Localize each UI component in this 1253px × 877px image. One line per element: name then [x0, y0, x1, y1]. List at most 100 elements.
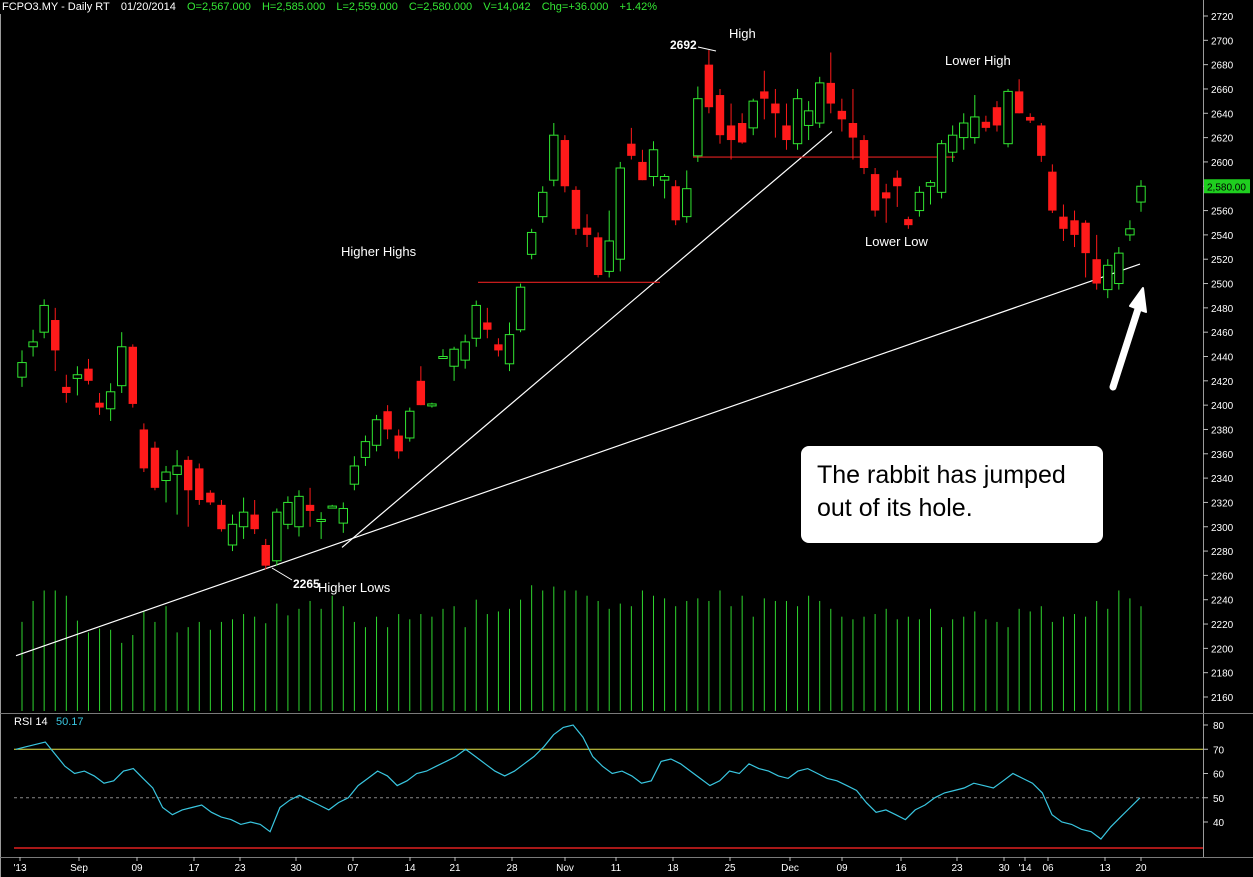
candle-body: [272, 511, 282, 562]
annotation-lower-high: Lower High: [945, 53, 1011, 68]
candle-body: [95, 402, 104, 408]
candle-body: [494, 344, 503, 351]
candle-body: [715, 95, 725, 136]
price-tick-label: 2340: [1211, 474, 1234, 485]
date-tick-label: 30: [290, 863, 302, 874]
candle-body: [39, 304, 49, 333]
candle-body: [294, 495, 304, 528]
candle-body: [405, 410, 415, 439]
date-tick-label: 07: [347, 863, 359, 874]
date-tick-label: 30: [998, 863, 1010, 874]
candle-body: [815, 82, 825, 124]
price-tick-label: 2520: [1211, 255, 1234, 266]
price-tick-label: 2200: [1211, 644, 1234, 655]
rsi-label: RSI 14: [14, 716, 48, 728]
date-tick-label: 21: [449, 863, 461, 874]
price-tick-label: 2300: [1211, 523, 1234, 534]
price-tick-label: 2500: [1211, 280, 1234, 291]
candle-body: [128, 346, 137, 404]
price-tick-label: 2460: [1211, 328, 1234, 339]
date-tick-label: 23: [234, 863, 246, 874]
candle-body: [659, 176, 670, 181]
date-tick-label: '14: [1018, 863, 1031, 874]
last-price-label: 2,580.00: [1207, 182, 1246, 193]
candle-body: [1014, 91, 1024, 114]
annotation-high: High: [729, 26, 756, 41]
candle-body: [206, 492, 215, 503]
date-tick-label: 25: [724, 863, 736, 874]
candle-body: [416, 380, 426, 406]
candle-body: [371, 419, 382, 446]
candle-body: [139, 429, 149, 469]
candle-body: [1048, 171, 1057, 211]
candle-body: [693, 98, 703, 157]
candle-body: [483, 322, 492, 330]
candle-body: [904, 219, 913, 226]
date-tick-label: '13: [13, 863, 26, 874]
rsi-value: 50.17: [56, 716, 84, 728]
candle-body: [526, 231, 537, 255]
candle-body: [771, 103, 780, 114]
candle-body: [571, 189, 581, 229]
candle-body: [316, 518, 326, 522]
candle-body: [1125, 228, 1135, 236]
price-tick-label: 2540: [1211, 231, 1234, 242]
candle-body: [515, 286, 526, 331]
candle-body: [1070, 220, 1079, 235]
candle-body: [360, 441, 371, 458]
rsi-line: [15, 724, 1141, 840]
candle-body: [28, 341, 38, 348]
price-tick-label: 2600: [1211, 158, 1234, 169]
candle-body: [1059, 216, 1068, 229]
candle-body: [893, 177, 902, 187]
callout-text: The rabbit has jumped out of its hole.: [817, 461, 1066, 522]
candle-body: [748, 100, 758, 129]
candle-body: [704, 64, 714, 108]
change-percent: +1.42%: [619, 1, 658, 13]
price-tick-label: 2220: [1211, 620, 1234, 631]
candle-body: [1092, 259, 1101, 284]
change-value: Chg=+36.000: [541, 1, 609, 13]
candle-body: [250, 514, 259, 530]
price-tick-label: 2560: [1211, 207, 1234, 218]
candle-body: [848, 123, 858, 138]
close-value: C=2,580.000: [408, 1, 473, 13]
annotations: High 2692 Lower High Higher Highs Lower Low 2…: [293, 26, 1011, 595]
date-tick-label: Nov: [556, 863, 574, 874]
candle-body: [327, 505, 337, 509]
candle-body: [117, 346, 127, 387]
candle-body: [1026, 116, 1035, 121]
quote-header: FCPO3.MY - Daily RT 01/20/2014 O=2,567.0…: [2, 1, 665, 13]
candle-body: [936, 143, 947, 193]
rsi-pane: [14, 724, 1203, 849]
volume-bars: [21, 585, 1142, 711]
candle-body: [1081, 222, 1090, 254]
rsi-tick-label: 40: [1213, 818, 1225, 829]
candle-body: [760, 91, 769, 99]
last-price-tag: [1204, 179, 1250, 194]
price-tick-label: 2640: [1211, 109, 1234, 120]
candle-body: [914, 191, 925, 212]
candle-body: [438, 356, 448, 359]
high-pointer: [697, 46, 717, 52]
price-tick-label: 2720: [1211, 12, 1234, 23]
annotation-lower-low: Lower Low: [865, 234, 928, 249]
date-tick-label: 14: [404, 863, 416, 874]
candle-body: [682, 188, 692, 218]
candle-body: [449, 348, 459, 367]
candle-body: [604, 240, 614, 272]
date-tick-label: 18: [667, 863, 679, 874]
candle-body: [582, 227, 592, 235]
candle-body: [1003, 90, 1013, 145]
candle-body: [870, 174, 880, 211]
annotation-higher-highs: Higher Highs: [341, 244, 417, 259]
date-tick-label: 16: [895, 863, 907, 874]
candle-body: [947, 134, 958, 153]
date-tick-label: Sep: [70, 863, 88, 874]
candle-body: [837, 110, 847, 120]
price-tick-label: 2320: [1211, 498, 1234, 509]
candle-body: [627, 143, 636, 156]
price-tick-label: 2260: [1211, 571, 1234, 582]
price-tick-label: 2660: [1211, 85, 1234, 96]
